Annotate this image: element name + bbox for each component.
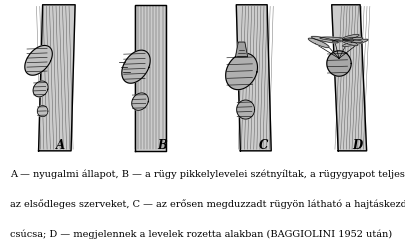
Polygon shape [236,100,254,119]
Text: A: A [56,139,65,152]
Polygon shape [38,5,75,151]
Polygon shape [225,53,257,90]
Text: C: C [258,139,268,152]
Polygon shape [331,38,361,42]
Polygon shape [236,5,271,151]
Polygon shape [326,51,350,76]
Polygon shape [341,35,358,40]
Polygon shape [311,36,337,43]
Polygon shape [341,39,367,47]
Polygon shape [331,5,366,151]
Text: D: D [351,139,362,152]
Polygon shape [235,42,247,57]
Polygon shape [341,40,357,46]
Polygon shape [33,81,48,97]
Polygon shape [122,50,150,83]
Text: B: B [157,139,167,152]
Text: A — nyugalmi állapot, B — a rügy pikkelylevelei szétnyíltak, a rügygyapot teljes: A — nyugalmi állapot, B — a rügy pikkely… [10,169,405,179]
Polygon shape [342,39,362,43]
Text: az elsődleges szerveket, C — az erősen megduzzadt rügyön látható a hajtáskezdemé: az elsődleges szerveket, C — az erősen m… [10,200,405,209]
Polygon shape [342,37,362,40]
Polygon shape [307,38,328,48]
Polygon shape [134,5,165,151]
Polygon shape [25,45,52,75]
Polygon shape [132,93,148,110]
Polygon shape [37,106,48,117]
Text: csúcsa; D — megjelennek a levelek rozetta alakban (BAGGIOLINI 1952 után): csúcsa; D — megjelennek a levelek rozett… [10,230,391,239]
Polygon shape [319,37,349,41]
